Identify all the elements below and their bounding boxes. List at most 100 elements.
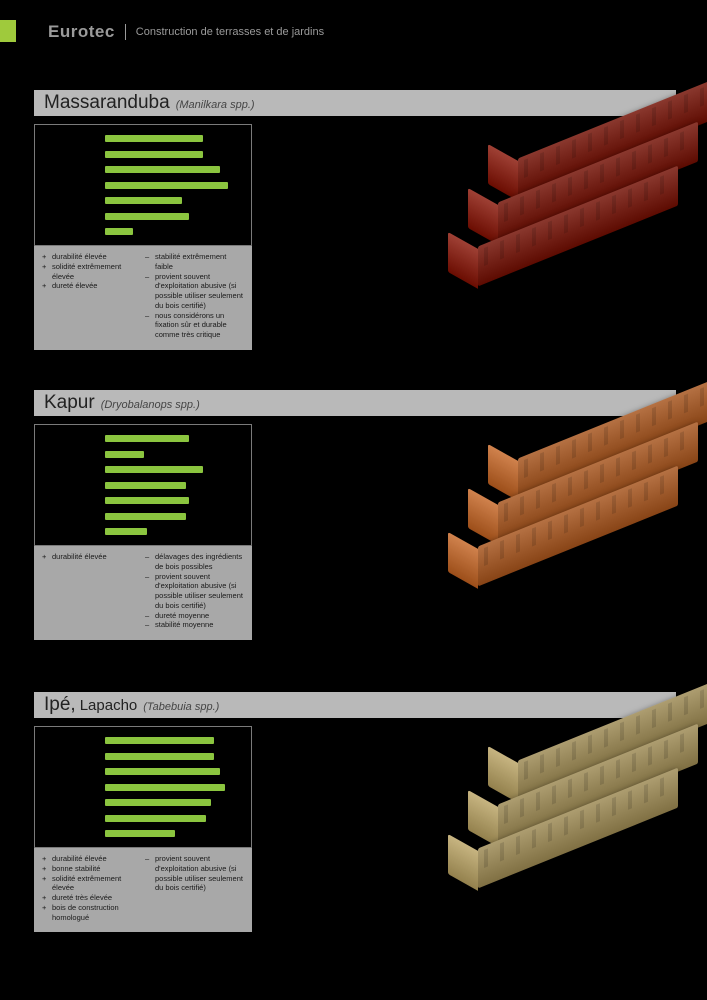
cons-column: –stabilité extrêmement faible–provient s… xyxy=(145,252,244,340)
chart-bar xyxy=(105,166,220,173)
con-item: –stabilité moyenne xyxy=(145,620,244,630)
con-item: –stabilité extrêmement faible xyxy=(145,252,244,272)
properties-chart xyxy=(34,124,252,246)
list-marker: – xyxy=(145,572,155,611)
list-marker: + xyxy=(42,874,52,894)
list-marker: – xyxy=(145,272,155,311)
list-marker: – xyxy=(145,252,155,272)
list-marker: + xyxy=(42,864,52,874)
pro-item: +solidité extrêmement élevée xyxy=(42,262,141,282)
chart-bar-row xyxy=(43,830,243,837)
list-marker: + xyxy=(42,903,52,923)
page-header: Eurotec Construction de terrasses et de … xyxy=(48,22,324,42)
chart-bar xyxy=(105,815,206,822)
chart-bar-row xyxy=(43,513,243,520)
chart-bar-row xyxy=(43,228,243,235)
list-marker: + xyxy=(42,552,52,562)
chart-bar xyxy=(105,799,211,806)
section-ipe: Ipé, Lapacho (Tabebuia spp.) +durabilité… xyxy=(34,692,676,932)
con-item: –délavages des ingrédients de bois possi… xyxy=(145,552,244,572)
pros-column: +durabilité élevée xyxy=(42,552,141,630)
chart-bar-row xyxy=(43,451,243,458)
chart-bar-row xyxy=(43,197,243,204)
properties-chart xyxy=(34,424,252,546)
title-latin: (Dryobalanops spp.) xyxy=(101,392,200,418)
chart-bar-row xyxy=(43,815,243,822)
chart-bar xyxy=(105,528,147,535)
list-text: dureté très élevée xyxy=(52,893,141,903)
pros-cons-box: +durabilité élevée –délavages des ingréd… xyxy=(34,546,252,640)
chart-bar-row xyxy=(43,784,243,791)
list-text: délavages des ingrédients de bois possib… xyxy=(155,552,244,572)
con-item: –nous considérons un fixation sûr et dur… xyxy=(145,311,244,340)
cons-column: –délavages des ingrédients de bois possi… xyxy=(145,552,244,630)
accent-bar xyxy=(0,20,16,42)
list-marker: + xyxy=(42,252,52,262)
chart-bar xyxy=(105,135,203,142)
title-latin: (Manilkara spp.) xyxy=(176,92,255,118)
pro-item: +bonne stabilité xyxy=(42,864,141,874)
chart-bar-row xyxy=(43,151,243,158)
list-text: bois de construction homologué xyxy=(52,903,141,923)
title-sub: Lapacho xyxy=(80,693,138,719)
chart-bar xyxy=(105,497,189,504)
con-item: –provient souvent d'exploitation abusive… xyxy=(145,572,244,611)
chart-bar xyxy=(105,466,203,473)
chart-bar-row xyxy=(43,166,243,173)
wood-sample-image xyxy=(478,702,688,902)
list-text: bonne stabilité xyxy=(52,864,141,874)
con-item: –provient souvent d'exploitation abusive… xyxy=(145,272,244,311)
chart-bar xyxy=(105,784,225,791)
list-text: durabilité élevée xyxy=(52,252,141,262)
list-text: durabilité élevée xyxy=(52,552,141,562)
chart-bar xyxy=(105,213,189,220)
chart-bar-row xyxy=(43,213,243,220)
chart-bar xyxy=(105,482,186,489)
chart-bar xyxy=(105,197,182,204)
list-text: provient souvent d'exploitation abusive … xyxy=(155,572,244,611)
list-marker: + xyxy=(42,854,52,864)
list-marker: – xyxy=(145,611,155,621)
list-text: provient souvent d'exploitation abusive … xyxy=(155,854,244,893)
header-divider xyxy=(125,24,126,40)
section-kapur: Kapur (Dryobalanops spp.) +durabilité él… xyxy=(34,390,676,640)
pros-cons-box: +durabilité élevée+solidité extrêmement … xyxy=(34,246,252,350)
chart-bar xyxy=(105,768,220,775)
list-text: dureté moyenne xyxy=(155,611,244,621)
chart-bar-row xyxy=(43,182,243,189)
chart-bar-row xyxy=(43,482,243,489)
pros-cons-box: +durabilité élevée+bonne stabilité+solid… xyxy=(34,848,252,932)
list-marker: + xyxy=(42,281,52,291)
section-massaranduba: Massaranduba (Manilkara spp.) +durabilit… xyxy=(34,90,676,350)
pro-item: +durabilité élevée xyxy=(42,552,141,562)
list-text: nous considérons un fixation sûr et dura… xyxy=(155,311,244,340)
con-item: –dureté moyenne xyxy=(145,611,244,621)
list-marker: + xyxy=(42,893,52,903)
list-text: stabilité moyenne xyxy=(155,620,244,630)
list-marker: – xyxy=(145,552,155,572)
pro-item: +durabilité élevée xyxy=(42,854,141,864)
list-marker: – xyxy=(145,854,155,893)
pro-item: +durabilité élevée xyxy=(42,252,141,262)
chart-bar xyxy=(105,151,203,158)
chart-bar-row xyxy=(43,799,243,806)
pro-item: +dureté élevée xyxy=(42,281,141,291)
list-text: dureté élevée xyxy=(52,281,141,291)
chart-bar-row xyxy=(43,768,243,775)
list-text: provient souvent d'exploitation abusive … xyxy=(155,272,244,311)
chart-bar xyxy=(105,737,214,744)
chart-bar xyxy=(105,435,189,442)
chart-bar-row xyxy=(43,135,243,142)
list-text: solidité extrêmement élevée xyxy=(52,874,141,894)
wood-sample-image xyxy=(478,400,688,600)
chart-bar-row xyxy=(43,753,243,760)
chart-bar-row xyxy=(43,466,243,473)
list-text: solidité extrêmement élevée xyxy=(52,262,141,282)
list-marker: – xyxy=(145,311,155,340)
pros-column: +durabilité élevée+bonne stabilité+solid… xyxy=(42,854,141,922)
chart-bar xyxy=(105,228,133,235)
chart-bar-row xyxy=(43,435,243,442)
list-text: durabilité élevée xyxy=(52,854,141,864)
pro-item: +solidité extrêmement élevée xyxy=(42,874,141,894)
list-text: stabilité extrêmement faible xyxy=(155,252,244,272)
